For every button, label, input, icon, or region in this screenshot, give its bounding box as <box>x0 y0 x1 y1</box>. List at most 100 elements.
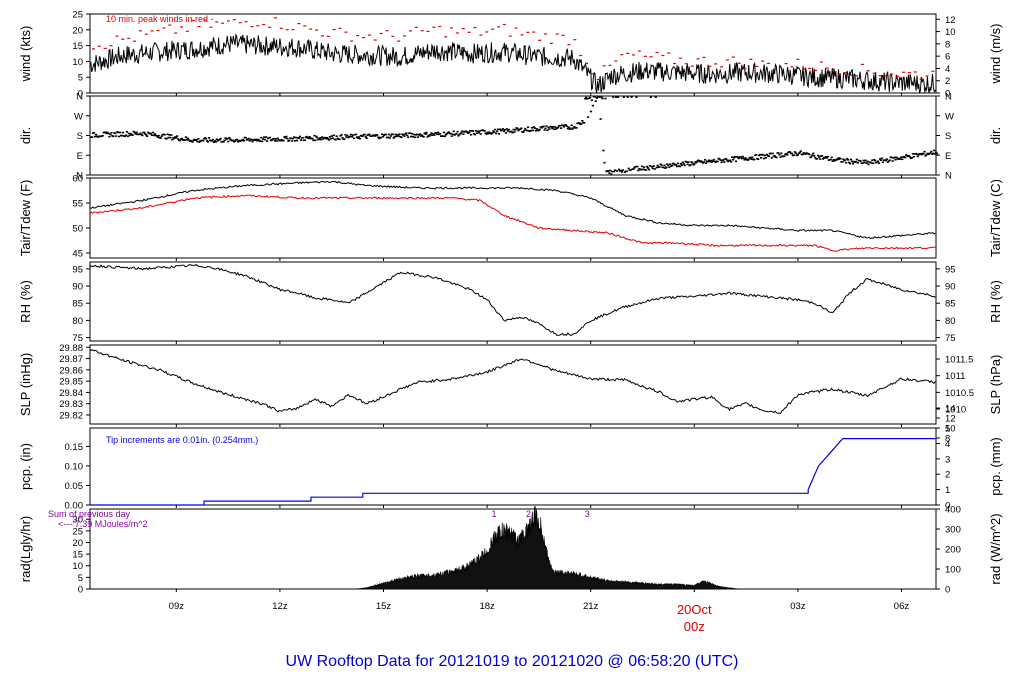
direction-point <box>308 135 311 138</box>
direction-point <box>558 124 562 127</box>
ylabel-right: Tair/Tdew (C) <box>988 179 1003 257</box>
left-tick-label: 15 <box>72 41 83 52</box>
direction-point <box>273 139 276 142</box>
direction-point <box>885 158 888 161</box>
direction-point <box>314 139 317 142</box>
direction-point <box>262 138 265 140</box>
direction-point <box>556 126 560 129</box>
direction-point <box>723 161 726 163</box>
right-tick-label: 12 <box>945 15 956 26</box>
ylabel-right: dir. <box>988 127 1003 144</box>
direction-point <box>251 140 254 143</box>
direction-point <box>910 156 914 159</box>
direction-point <box>450 135 453 137</box>
direction-point <box>232 139 235 142</box>
time-tick-label: 21z <box>583 601 599 612</box>
direction-point <box>290 137 293 140</box>
direction-point <box>798 151 801 154</box>
direction-point <box>380 136 383 139</box>
direction-point <box>849 158 853 161</box>
date-label: 20Oct <box>677 602 712 617</box>
direction-point <box>775 156 778 159</box>
panel-frame <box>89 344 937 425</box>
direction-point <box>830 156 833 159</box>
direction-point <box>234 140 237 142</box>
direction-point <box>388 137 391 139</box>
direction-point <box>286 137 289 140</box>
direction-point <box>419 135 422 137</box>
left-tick-label: W <box>74 111 83 122</box>
direction-point <box>143 131 146 134</box>
direction-point <box>703 159 707 161</box>
direction-point <box>538 128 541 131</box>
direction-point <box>693 163 696 165</box>
direction-point <box>619 169 623 172</box>
direction-point <box>675 165 679 168</box>
left-tick-label: 29.84 <box>59 388 83 399</box>
direction-point <box>329 137 332 140</box>
direction-point <box>350 133 353 136</box>
direction-point <box>430 132 433 134</box>
direction-point <box>688 164 691 167</box>
direction-point <box>460 131 463 134</box>
direction-point <box>867 163 870 166</box>
direction-point <box>455 133 458 135</box>
direction-point <box>483 130 486 132</box>
panel-frame <box>89 95 937 176</box>
direction-point <box>133 131 136 134</box>
direction-point <box>466 131 469 133</box>
direction-point <box>770 157 773 159</box>
direction-point <box>666 163 669 166</box>
direction-point <box>131 134 134 136</box>
direction-point <box>223 139 226 142</box>
direction-point <box>732 156 736 159</box>
direction-point <box>453 134 456 136</box>
direction-point <box>794 152 798 155</box>
direction-point <box>533 127 536 129</box>
direction-point <box>567 126 570 128</box>
direction-point <box>170 134 173 136</box>
direction-point <box>762 157 766 160</box>
direction-point <box>203 137 206 140</box>
direction-point <box>462 133 465 135</box>
direction-point <box>485 133 488 135</box>
direction-point <box>710 161 713 163</box>
direction-point <box>441 135 445 137</box>
direction-point <box>777 152 780 154</box>
direction-point <box>202 139 205 142</box>
direction-point <box>668 166 671 169</box>
right-tick-label: 2 <box>945 470 950 481</box>
direction-point <box>417 134 420 136</box>
left-tick-label: 0.10 <box>65 461 84 472</box>
direction-point <box>837 158 840 161</box>
direction-point <box>530 126 534 129</box>
direction-point <box>789 151 792 153</box>
direction-point <box>731 156 734 158</box>
direction-point <box>206 141 210 143</box>
panel-slp: 29.8229.8329.8429.8529.8629.8729.8810101… <box>18 343 1003 427</box>
radiation-marker: 2 <box>526 509 531 519</box>
left-tick-label: S <box>77 131 83 142</box>
direction-point <box>261 140 264 143</box>
direction-point <box>871 159 874 162</box>
direction-point <box>272 137 275 140</box>
direction-point <box>283 136 286 138</box>
direction-point <box>244 136 247 139</box>
ylabel-right: pcp. (mm) <box>988 437 1003 496</box>
direction-point <box>848 162 852 165</box>
direction-point <box>630 96 633 98</box>
direction-point <box>298 135 302 138</box>
direction-point <box>265 136 268 138</box>
direction-point <box>503 128 507 131</box>
direction-point <box>647 168 651 171</box>
direction-point <box>832 158 835 161</box>
direction-point <box>635 96 638 98</box>
direction-point <box>687 161 690 163</box>
direction-point <box>127 132 130 135</box>
direction-point <box>169 136 172 139</box>
direction-point <box>662 166 665 169</box>
direction-point <box>420 134 423 136</box>
direction-point <box>401 133 404 135</box>
direction-point <box>787 151 790 154</box>
direction-points <box>89 95 939 175</box>
